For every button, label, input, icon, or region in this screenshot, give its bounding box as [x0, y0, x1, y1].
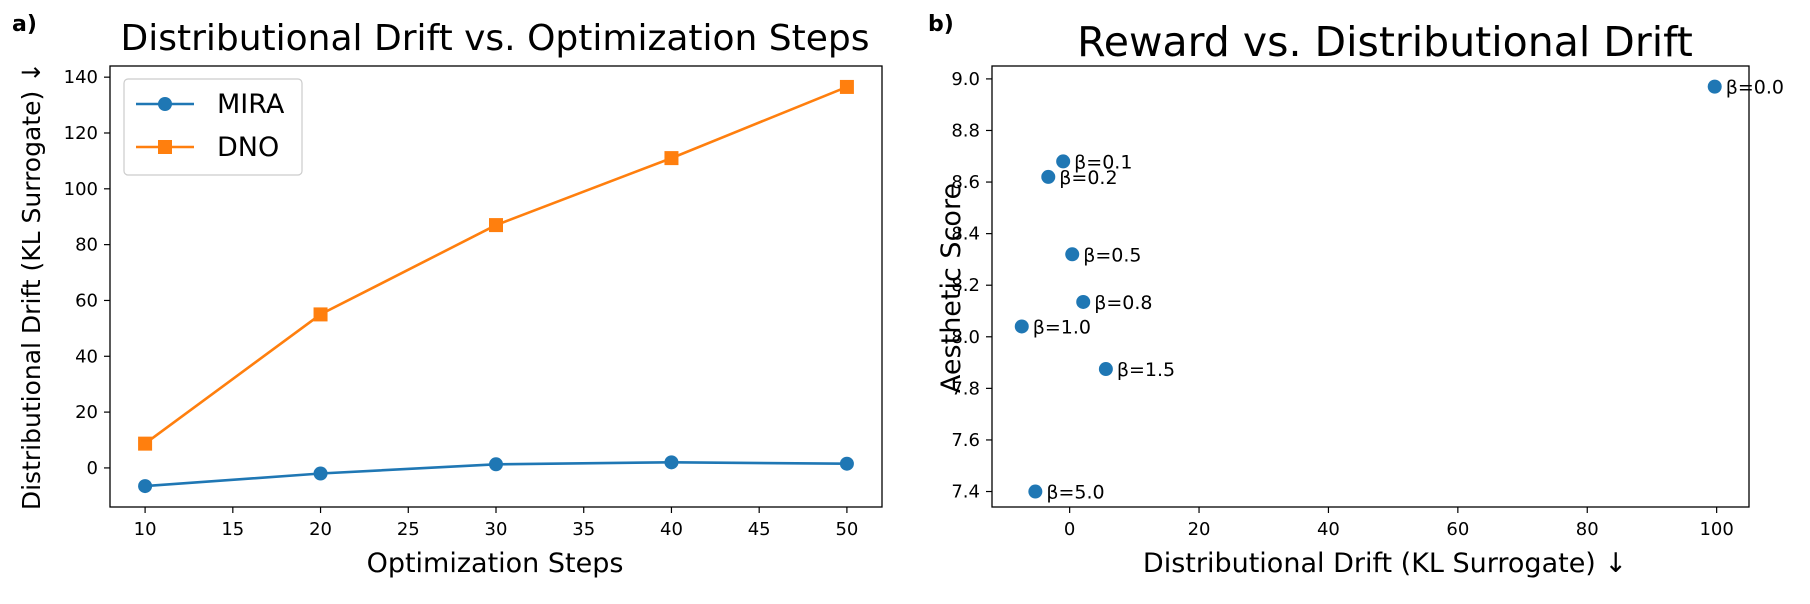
point-label: β=1.5	[1117, 359, 1175, 381]
panel-a-ylabel: Distributional Drift (KL Surrogate) ↓	[17, 62, 46, 510]
data-point-mira	[664, 455, 679, 470]
panel-a-frame	[109, 65, 883, 508]
panel-b-xtick-label: 20	[1188, 519, 1211, 540]
data-point-dno	[313, 307, 328, 322]
panel-b: b) Reward vs. Distributional Drift Distr…	[928, 12, 1784, 579]
panel-a-ytick-label: 100	[64, 179, 98, 200]
data-point-mira	[839, 456, 854, 471]
point-label: β=0.5	[1083, 244, 1141, 266]
panel-b-points: β=0.0 β=0.1β=0.2 β=0.5 β=0.8β=1.0 β=1.5 β=5.0	[1014, 77, 1784, 504]
data-point-dno	[839, 79, 854, 94]
panel-b-xlabel: Distributional Drift (KL Surrogate) ↓	[1143, 548, 1627, 579]
panel-a-ytick-label: 60	[75, 290, 98, 311]
data-point-mira	[313, 466, 328, 481]
panel-b-ytick-label: 8.6	[951, 172, 980, 193]
panel-b-label: b)	[928, 12, 954, 37]
panel-a-xtick-label: 10	[134, 519, 157, 540]
panel-a-xlabel: Optimization Steps	[367, 548, 624, 579]
panel-b-xtick-label: 40	[1317, 519, 1340, 540]
data-point-dno	[489, 218, 503, 233]
panel-a-ytick-label: 40	[75, 346, 98, 367]
point-label: β=0.2	[1059, 167, 1117, 189]
scatter-point	[1707, 79, 1722, 94]
point-label: β=5.0	[1046, 482, 1104, 504]
panel-a-ytick-label: 120	[64, 123, 98, 144]
panel-b-xtick-label: 100	[1699, 519, 1733, 540]
panel-a-xtick-label: 15	[221, 519, 244, 540]
panel-b-ytick-label: 7.8	[951, 378, 980, 399]
legend-marker-dno	[158, 140, 172, 154]
panel-a-title: Distributional Drift vs. Optimization St…	[120, 18, 869, 59]
point-label: β=0.1	[1074, 151, 1132, 173]
data-point-dno	[664, 151, 679, 166]
panel-b-ytick-label: 8.8	[951, 120, 980, 141]
panel-a-ytick-label: 80	[75, 235, 98, 256]
panel-a-xtick-label: 20	[309, 519, 332, 540]
panel-b-frame	[991, 65, 1750, 508]
panel-a-series	[138, 79, 854, 494]
panel-a: a) Distributional Drift vs. Optimization…	[12, 12, 883, 579]
panel-a-xtick-label: 50	[835, 519, 858, 540]
scatter-point	[1076, 294, 1091, 309]
panel-a-label: a)	[12, 12, 37, 37]
data-point-dno	[138, 436, 153, 451]
panel-a-xtick-label: 35	[572, 519, 595, 540]
panel-b-xtick-label: 60	[1446, 519, 1469, 540]
panel-b-ytick-label: 7.4	[951, 482, 980, 503]
legend-label-dno: DNO	[217, 132, 279, 163]
legend-marker-mira	[158, 97, 172, 111]
panel-b-ytick-label: 7.6	[951, 430, 980, 451]
panel-b-ytick-label: 8.2	[951, 275, 980, 296]
panel-b-axes: 0 20 40 60 80 100 7.4 7.6 7.8 8.0 8.2 8.4 8.6 8.8 9.0	[951, 69, 1733, 540]
panel-a-xtick-label: 45	[748, 519, 771, 540]
point-label: β=0.8	[1094, 292, 1152, 314]
panel-b-ytick-label: 9.0	[951, 69, 980, 90]
panel-b-xtick-label: 80	[1576, 519, 1599, 540]
scatter-point	[1098, 362, 1113, 377]
scatter-point	[1014, 319, 1029, 334]
panel-a-legend: MIRA DNO	[123, 78, 303, 176]
scatter-point	[1065, 247, 1080, 262]
data-point-mira	[489, 457, 503, 472]
panel-a-ytick-label: 20	[75, 402, 98, 423]
panel-a-xtick-label: 40	[660, 519, 683, 540]
panel-a-xtick-label: 25	[397, 519, 420, 540]
panel-a-ytick-label: 0	[87, 458, 98, 479]
data-point-mira	[138, 479, 153, 494]
panel-b-ylabel: Aesthetic Score	[936, 183, 967, 393]
legend-label-mira: MIRA	[217, 89, 285, 120]
scatter-point	[1028, 484, 1043, 499]
panel-b-ytick-label: 8.0	[951, 327, 980, 348]
point-label: β=1.0	[1033, 316, 1091, 338]
panel-b-ytick-label: 8.4	[951, 224, 980, 245]
point-label: β=0.0	[1726, 77, 1784, 99]
scatter-point	[1041, 169, 1056, 184]
panel-b-xtick-label: 0	[1064, 519, 1075, 540]
panel-a-ytick-label: 140	[64, 67, 98, 88]
panel-b-title: Reward vs. Distributional Drift	[1077, 18, 1693, 66]
scatter-point	[1056, 154, 1071, 169]
panel-a-xtick-label: 30	[485, 519, 508, 540]
panel-a-axes: 10 15 20 25 30 35 40 45 50 0 20 40 60 80 100 120 140	[64, 67, 859, 540]
